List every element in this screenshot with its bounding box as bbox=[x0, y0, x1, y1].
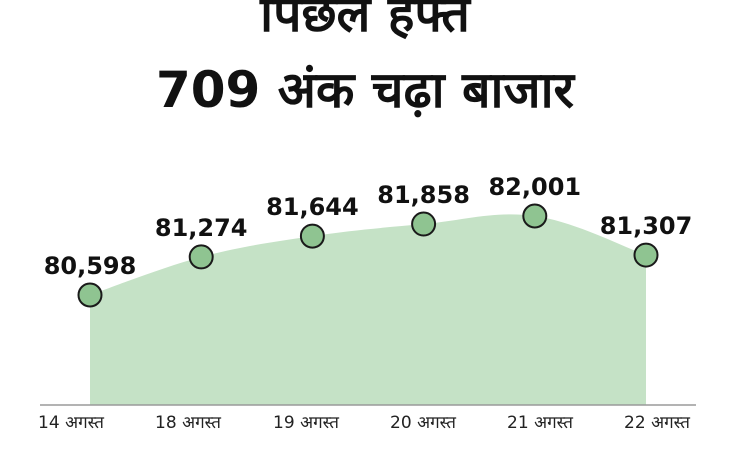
x-tick-label: 20 अगस्त bbox=[390, 413, 456, 433]
data-label: 80,598 bbox=[44, 252, 137, 280]
data-labels: 80,598 81,274 81,644 81,858 82,001 81,307 bbox=[44, 173, 693, 280]
x-tick-label: 22 अगस्त bbox=[624, 413, 690, 433]
data-point bbox=[299, 223, 325, 249]
series-area bbox=[90, 214, 646, 405]
data-point bbox=[633, 242, 659, 268]
data-label: 81,644 bbox=[266, 193, 359, 221]
data-label: 81,858 bbox=[377, 181, 470, 209]
data-label: 82,001 bbox=[488, 173, 581, 201]
x-tick-label: 21 अगस्त bbox=[507, 413, 573, 433]
chart-title-line-1: पिछले हफ्ते bbox=[260, 0, 470, 43]
data-point bbox=[522, 203, 548, 229]
x-tick-label: 19 अगस्त bbox=[273, 413, 339, 433]
data-label: 81,307 bbox=[600, 212, 693, 240]
data-label: 81,274 bbox=[155, 214, 248, 242]
data-points bbox=[77, 203, 659, 308]
x-tick-label: 14 अगस्त bbox=[38, 413, 104, 433]
data-point bbox=[411, 211, 437, 237]
x-tick-label: 18 अगस्त bbox=[155, 413, 221, 433]
area-layer bbox=[90, 214, 646, 405]
x-tick-labels: 14 अगस्त 18 अगस्त 19 अगस्त 20 अगस्त 21 अगस्त… bbox=[38, 413, 690, 433]
chart-title-line-2: 709 अंक चढ़ा बाजार bbox=[155, 61, 575, 119]
data-point bbox=[77, 282, 103, 308]
data-point bbox=[188, 244, 214, 270]
